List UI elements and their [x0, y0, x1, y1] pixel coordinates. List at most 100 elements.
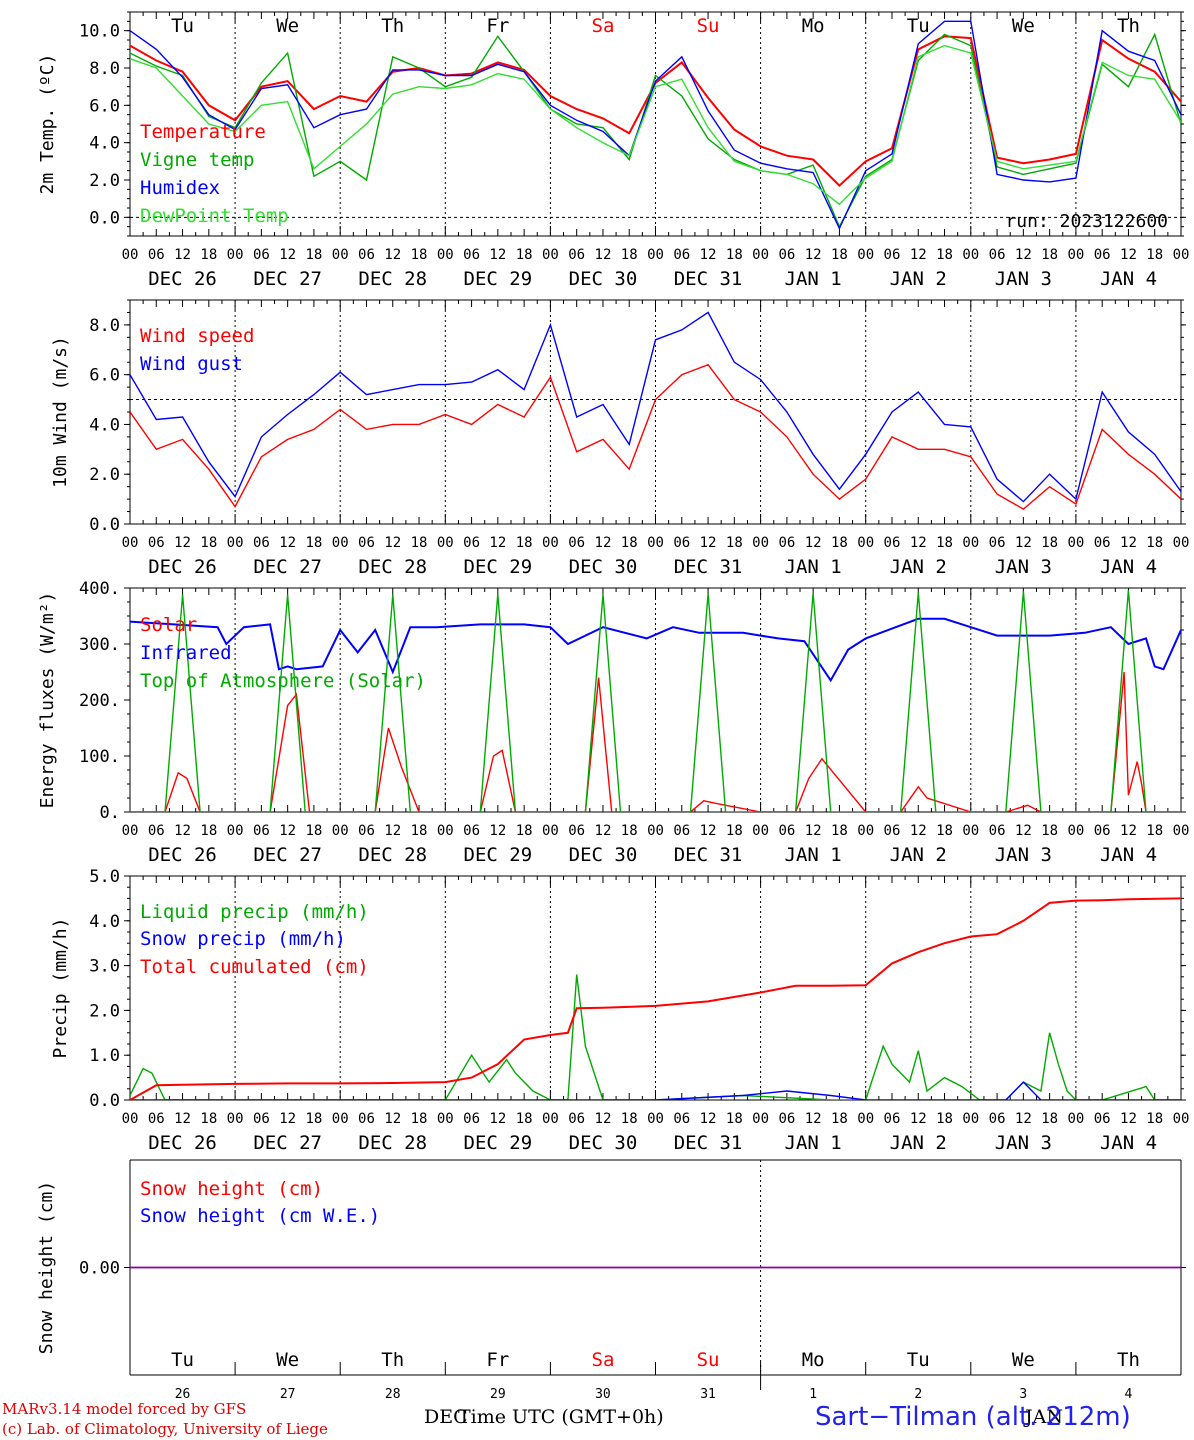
y-axis-label: 2m Temp. (ºC)	[37, 54, 58, 195]
series-line	[130, 617, 1181, 683]
hour-tick-label: 06	[568, 535, 585, 551]
hour-tick-label: 00	[647, 535, 664, 551]
weekday-label-bottom: Sa	[592, 1349, 615, 1371]
hour-tick-label: 12	[805, 1111, 822, 1127]
series-line	[130, 32, 1181, 229]
hour-tick-label: 18	[831, 535, 848, 551]
weekday-label-top: We	[276, 15, 299, 37]
date-label: JAN 3	[995, 1132, 1052, 1154]
time-axis-label: Time UTC (GMT+0h)	[458, 1406, 664, 1428]
hour-tick-label: 18	[516, 535, 533, 551]
hour-tick-label: 00	[1067, 823, 1084, 839]
weekday-label-top: Mo	[802, 15, 825, 37]
hour-tick-label: 18	[936, 535, 953, 551]
hour-tick-label: 18	[831, 823, 848, 839]
hour-tick-label: 00	[437, 247, 454, 263]
series-group	[130, 311, 1181, 510]
hour-tick-label: 06	[989, 823, 1006, 839]
hour-tick-label: 06	[673, 247, 690, 263]
hour-tick-label: 18	[305, 247, 322, 263]
weekday-label-bottom: We	[276, 1349, 299, 1371]
hour-tick-label: 06	[778, 1111, 795, 1127]
hour-tick-label: 12	[174, 1111, 191, 1127]
hour-tick-label: 18	[621, 1111, 638, 1127]
hour-tick-label: 06	[463, 1111, 480, 1127]
date-label: JAN 3	[995, 556, 1052, 578]
hour-tick-label: 12	[384, 247, 401, 263]
hour-tick-label: 06	[673, 1111, 690, 1127]
hour-tick-label: 12	[1015, 1111, 1032, 1127]
hour-tick-label: 12	[805, 535, 822, 551]
hour-tick-label: 00	[332, 1111, 349, 1127]
hour-tick-label: 12	[1015, 535, 1032, 551]
hour-tick-label: 00	[962, 823, 979, 839]
hour-tick-label: 18	[936, 247, 953, 263]
date-label: DEC 28	[358, 556, 427, 578]
hour-tick-label: 06	[253, 1111, 270, 1127]
hour-tick-label: 00	[752, 1111, 769, 1127]
legend-entry: Solar	[140, 614, 197, 636]
day-number-label: 30	[595, 1387, 611, 1402]
y-tick-label: 3.0	[89, 957, 120, 977]
weekday-label-top: Th	[1117, 15, 1140, 37]
hour-tick-label: 18	[305, 535, 322, 551]
hour-tick-label: 06	[358, 247, 375, 263]
weekday-label-top: Fr	[486, 15, 509, 37]
date-label: JAN 3	[995, 844, 1052, 866]
hour-tick-label: 18	[1041, 535, 1058, 551]
date-label: JAN 4	[1100, 556, 1157, 578]
date-label: JAN 4	[1100, 1132, 1157, 1154]
hour-tick-label: 18	[1041, 1111, 1058, 1127]
hour-tick-label: 12	[805, 823, 822, 839]
hour-tick-label: 12	[700, 1111, 717, 1127]
day-number-label: 28	[385, 1387, 401, 1402]
hour-tick-label: 00	[1067, 1111, 1084, 1127]
weekday-label-bottom: We	[1012, 1349, 1035, 1371]
hour-tick-label: 00	[752, 247, 769, 263]
hour-tick-label: 06	[884, 247, 901, 263]
date-label: JAN 2	[890, 1132, 947, 1154]
hour-tick-label: 00	[1067, 535, 1084, 551]
hour-tick-label: 06	[463, 535, 480, 551]
hour-tick-label: 06	[253, 823, 270, 839]
day-number-label: 31	[700, 1387, 716, 1402]
hour-tick-label: 06	[358, 1111, 375, 1127]
hour-tick-label: 12	[279, 535, 296, 551]
date-label: DEC 26	[148, 268, 217, 290]
hour-tick-label: 12	[174, 535, 191, 551]
series-line	[130, 311, 1181, 503]
hour-tick-label: 00	[752, 823, 769, 839]
hour-tick-label: 12	[489, 535, 506, 551]
hour-tick-label: 12	[1015, 247, 1032, 263]
date-label: DEC 28	[358, 1132, 427, 1154]
y-tick-label: 2.0	[89, 1001, 120, 1021]
month-dec-label: DEC	[424, 1406, 468, 1428]
hour-tick-label: 18	[200, 1111, 217, 1127]
station-label: Sart−Tilman (alt. 212m)	[815, 1402, 1131, 1432]
date-label: JAN 3	[995, 268, 1052, 290]
hour-tick-label: 00	[437, 823, 454, 839]
date-label: DEC 30	[569, 268, 638, 290]
date-label: DEC 31	[674, 844, 743, 866]
y-tick-label: 0.0	[89, 1091, 120, 1111]
hour-tick-label: 18	[516, 823, 533, 839]
hour-tick-label: 00	[1173, 535, 1190, 551]
hour-tick-label: 00	[962, 1111, 979, 1127]
hour-tick-label: 12	[700, 535, 717, 551]
day-number-label: 2	[914, 1387, 922, 1402]
hour-tick-label: 00	[227, 247, 244, 263]
hour-tick-label: 12	[174, 247, 191, 263]
hour-tick-label: 12	[1120, 823, 1137, 839]
hour-tick-label: 12	[805, 247, 822, 263]
series-line	[130, 44, 1181, 206]
hour-tick-label: 00	[647, 1111, 664, 1127]
y-tick-label: 5.0	[89, 867, 120, 887]
hour-tick-label: 18	[411, 823, 428, 839]
date-label: DEC 27	[253, 556, 322, 578]
hour-tick-label: 12	[595, 535, 612, 551]
hour-tick-label: 18	[200, 823, 217, 839]
hour-tick-label: 12	[595, 1111, 612, 1127]
hour-tick-label: 00	[647, 247, 664, 263]
hour-tick-label: 06	[673, 535, 690, 551]
